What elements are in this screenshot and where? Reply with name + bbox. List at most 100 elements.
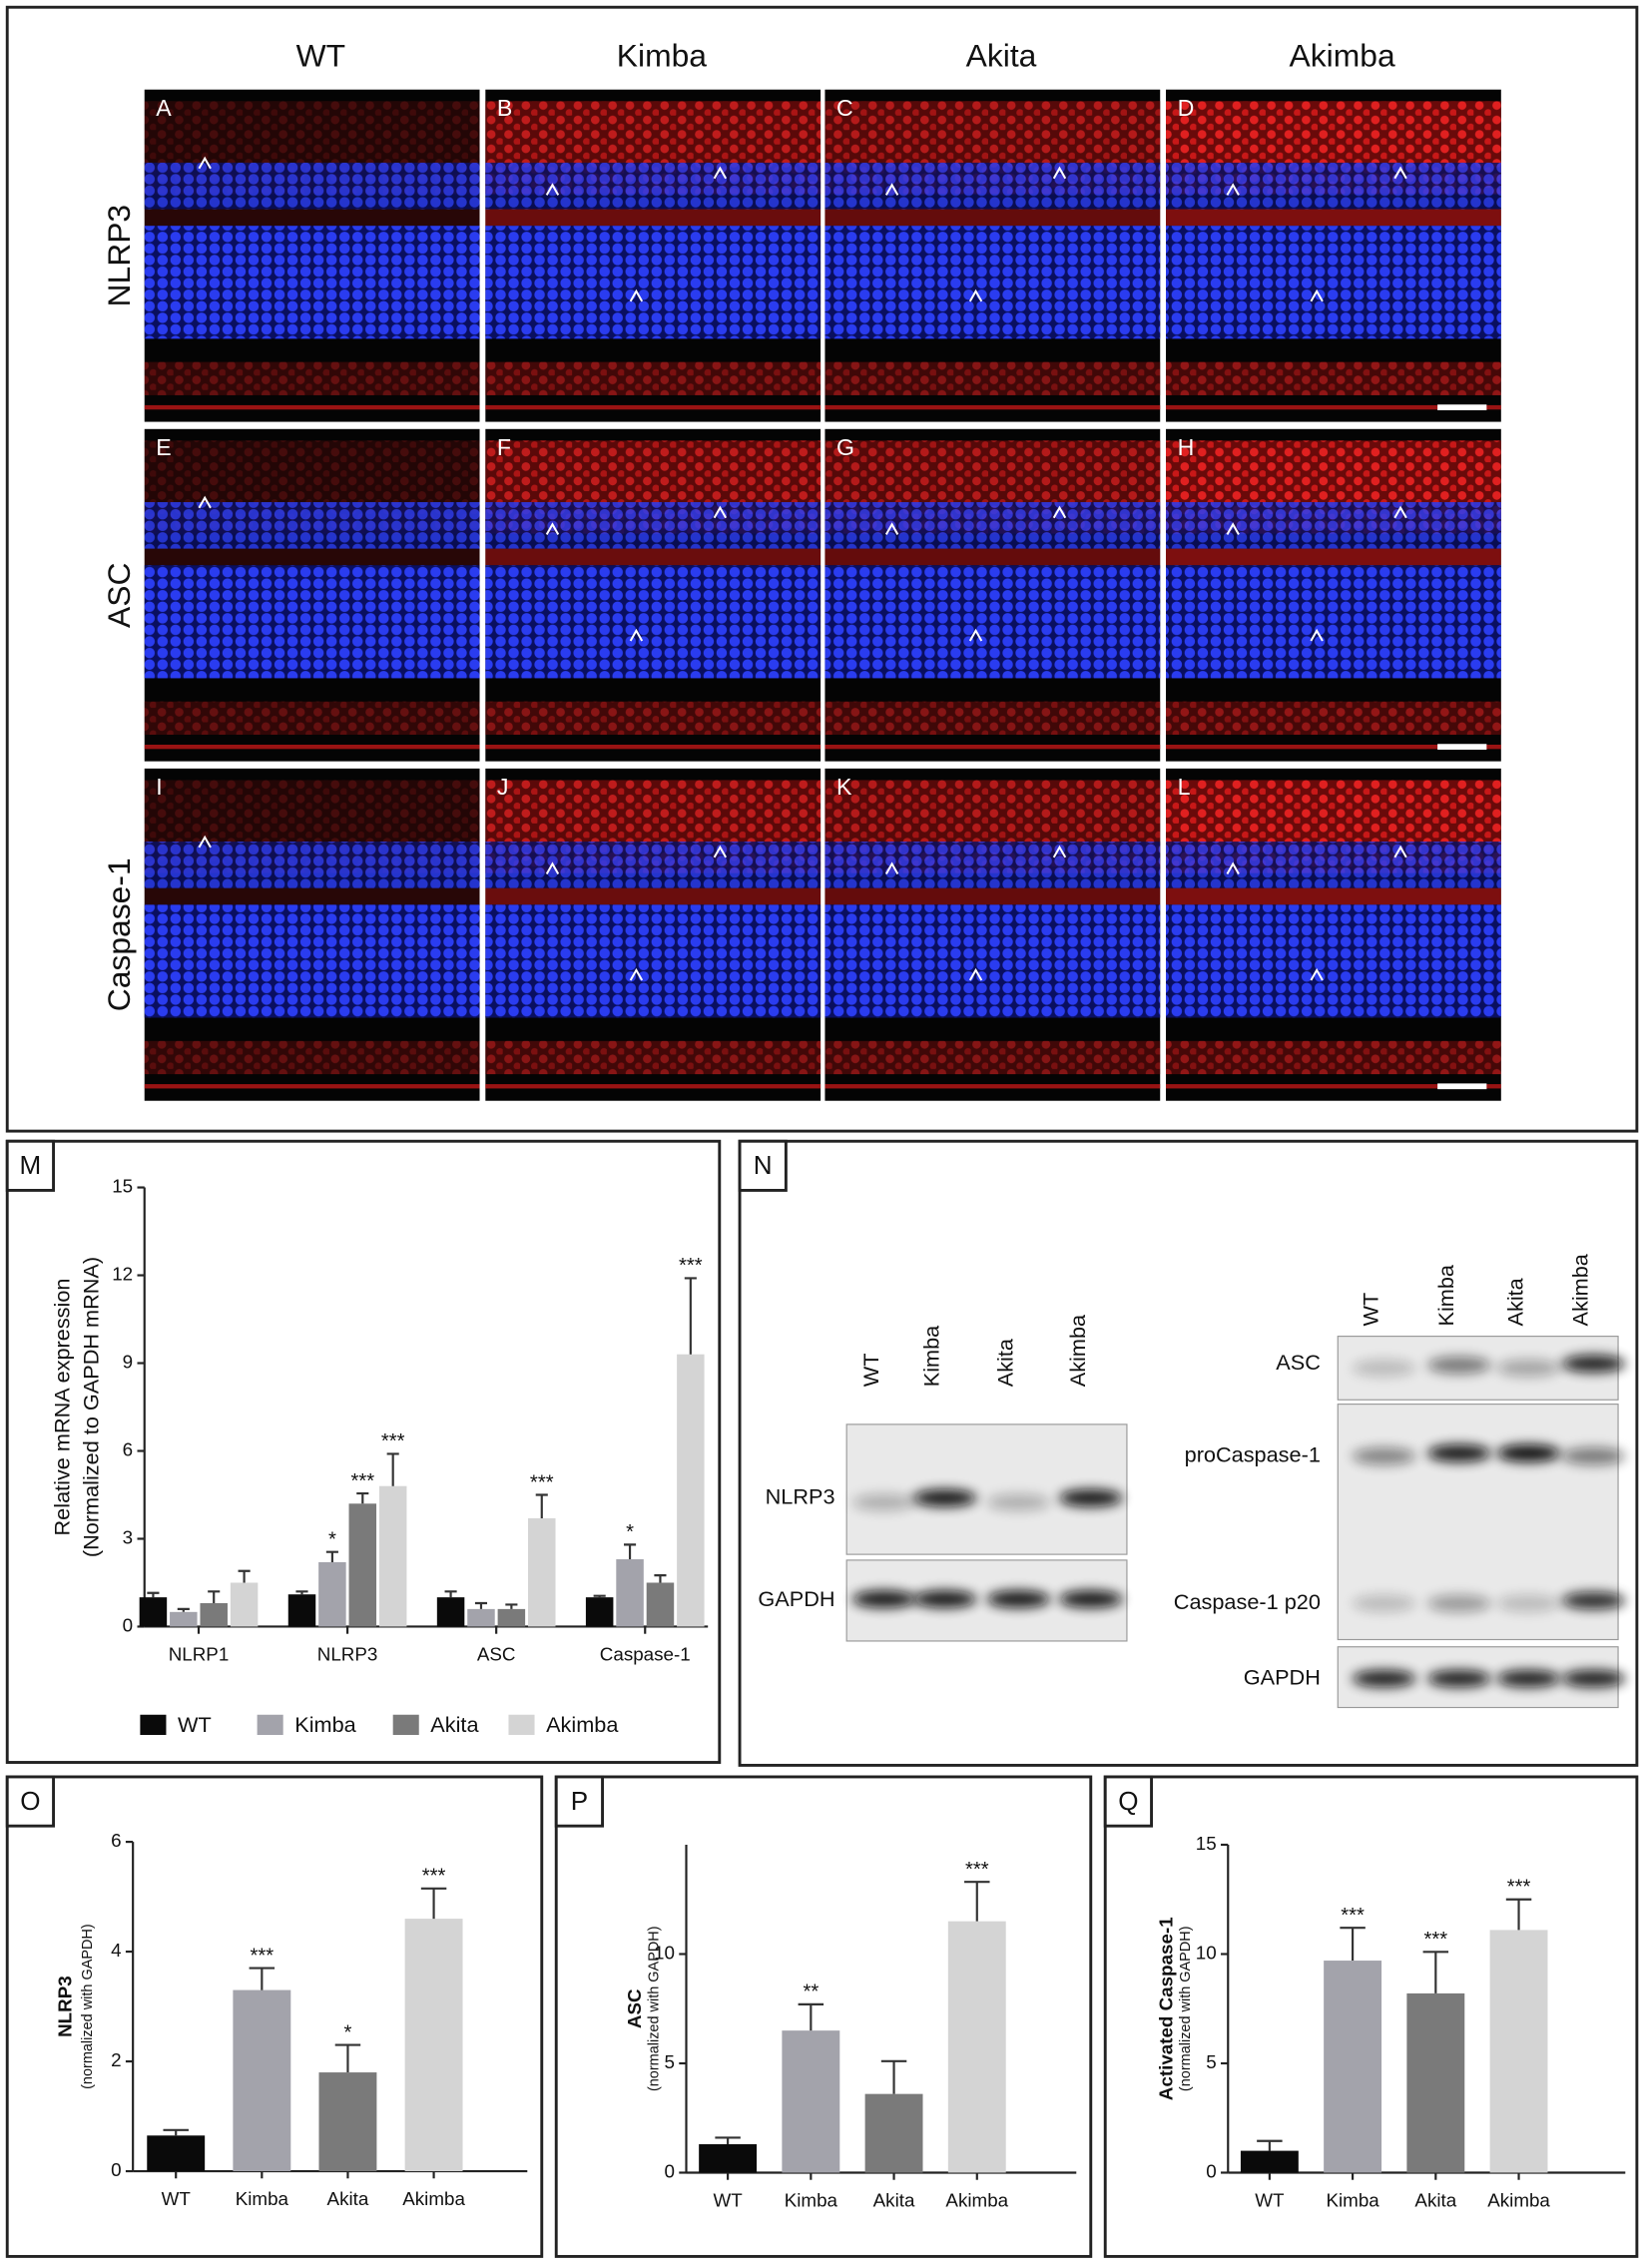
arrowhead <box>629 628 644 642</box>
micrograph: E <box>144 428 480 762</box>
legend-swatch <box>140 1714 167 1736</box>
arrowhead <box>198 156 212 170</box>
error-bar <box>1422 1951 1449 1993</box>
panel-letter-box <box>554 1775 604 1828</box>
panel-letter-box <box>5 1139 55 1192</box>
panel-letter: O <box>20 1786 40 1816</box>
column-header: Akita <box>966 37 1037 73</box>
significance-label: *** <box>965 1859 989 1881</box>
blot-band <box>986 1590 1051 1608</box>
bar <box>230 1582 259 1627</box>
panel-label: B <box>497 95 512 121</box>
red-layer <box>144 744 480 750</box>
red-layer <box>485 209 822 227</box>
nuclear-layer <box>824 502 1161 549</box>
row-label: Caspase-1 <box>101 857 137 1011</box>
y-axis-label: Activated Caspase-1 <box>1155 1917 1176 2100</box>
lane-label: WT <box>1359 1293 1383 1327</box>
arrowhead <box>884 861 899 875</box>
blot-band <box>1427 1594 1491 1613</box>
error-bar <box>356 1491 369 1504</box>
panel-letter-box <box>5 1775 55 1828</box>
arrowhead <box>1310 967 1324 981</box>
red-layer <box>1166 404 1501 410</box>
column-header: Akimba <box>1290 37 1395 73</box>
blot-row-label: Caspase-1 p20 <box>1174 1589 1321 1614</box>
micrograph: F <box>485 428 822 762</box>
x-tick-label: NLRP3 <box>317 1643 378 1664</box>
blot-band <box>1352 1669 1416 1688</box>
arrowhead <box>1226 183 1240 196</box>
red-layer <box>824 361 1161 395</box>
bar <box>348 1503 377 1627</box>
micrograph: I <box>144 768 480 1101</box>
nuclear-layer <box>824 842 1161 888</box>
y-tick-label: 0 <box>123 1614 133 1635</box>
error-bar <box>684 1277 697 1355</box>
blot-band <box>1496 1594 1561 1613</box>
arrowhead <box>713 166 728 180</box>
nuclear-layer <box>485 565 822 679</box>
red-layer <box>1166 209 1501 227</box>
x-tick-label: Akita <box>1414 2189 1456 2210</box>
error-bar <box>624 1543 637 1560</box>
y-tick-label: 0 <box>111 2159 121 2180</box>
bar <box>528 1517 556 1627</box>
red-layer <box>824 548 1161 566</box>
micrograph: K <box>824 768 1161 1101</box>
error-bar <box>208 1590 221 1604</box>
micrograph: G <box>824 428 1161 762</box>
panel-letter-box <box>738 1139 788 1192</box>
panel-label: J <box>497 774 509 800</box>
legend-swatch <box>508 1714 535 1736</box>
nuclear-layer <box>1166 842 1501 888</box>
arrowhead <box>1226 861 1240 875</box>
red-layer <box>1166 548 1501 566</box>
red-layer <box>1166 1084 1501 1089</box>
error-bar <box>964 1881 990 1922</box>
x-tick-label: Akita <box>327 2188 369 2209</box>
error-bar <box>147 1591 160 1598</box>
significance-label: ** <box>803 1982 819 2003</box>
red-layer <box>485 361 822 395</box>
error-bar <box>334 2043 361 2073</box>
error-bar <box>798 2002 824 2031</box>
x-tick-label: NLRP1 <box>169 1643 230 1664</box>
bar <box>147 2135 206 2172</box>
bar <box>616 1559 644 1627</box>
arrowhead <box>545 183 560 196</box>
panel-frame <box>5 1139 722 1764</box>
error-bar <box>505 1603 518 1609</box>
arrowhead <box>629 288 644 302</box>
bar <box>1324 1961 1382 2173</box>
arrowhead <box>1393 845 1407 858</box>
micrograph: C <box>824 89 1161 422</box>
blot-band <box>1496 1359 1561 1378</box>
y-tick-label: 0 <box>1206 2160 1216 2181</box>
red-layer <box>144 1084 480 1089</box>
blot-band <box>1561 1447 1626 1465</box>
lane-label: Akita <box>1502 1277 1527 1326</box>
y-tick-label: 2 <box>111 2049 121 2070</box>
bar <box>170 1611 198 1627</box>
y-axis-label: NLRP3 <box>55 1976 76 2037</box>
red-layer <box>144 1040 480 1075</box>
y-axis-label: Relative mRNA expression <box>49 1279 74 1536</box>
y-tick-label: 4 <box>111 1940 121 1961</box>
error-bar <box>1505 1898 1532 1931</box>
legend-label: Akimba <box>546 1712 619 1737</box>
arrowhead <box>968 967 983 981</box>
y-tick-label: 3 <box>123 1526 133 1547</box>
bar <box>1489 1930 1548 2173</box>
nuclear-layer <box>144 565 480 679</box>
panel-label: E <box>156 434 171 460</box>
panel-label: G <box>836 434 854 460</box>
x-tick-label: Akimba <box>402 2188 465 2209</box>
significance-label: *** <box>1507 1877 1531 1899</box>
arrowhead <box>1393 505 1407 519</box>
error-bar <box>325 1550 338 1562</box>
x-tick-label: Kimba <box>236 2188 289 2209</box>
panel-label: D <box>1178 95 1195 121</box>
nuclear-layer <box>1166 226 1501 339</box>
blot-band <box>1427 1669 1491 1688</box>
